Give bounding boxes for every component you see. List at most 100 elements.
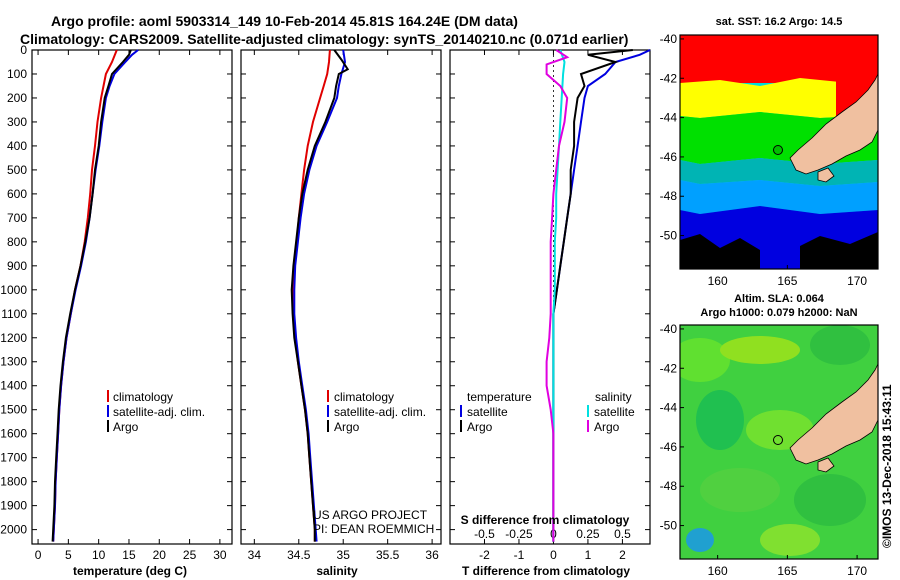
temperature-legend: climatology satellite-adj. clim. Argo [107, 390, 205, 434]
x-tick-label: 30 [213, 548, 227, 562]
depth-tick-label: 1500 [0, 403, 27, 417]
depth-tick-label: 500 [7, 163, 27, 177]
depth-axis: 0 100 200 300 400 500 600 700 800 900 1000 1100 1200… [0, 43, 650, 537]
sla-map [680, 325, 878, 559]
series-line [545, 49, 570, 542]
series-line [293, 49, 347, 542]
map-y-tick-label: -48 [660, 189, 678, 203]
sla-map-title-line1: Altim. SLA: 0.064 [734, 293, 825, 305]
x-tick-label: 25 [183, 548, 197, 562]
credit-line2: PI: DEAN ROEMMICH [313, 522, 434, 536]
depth-tick-label: 2000 [0, 523, 27, 537]
x-tick-label: 20 [153, 548, 167, 562]
sst-map-title: sat. SST: 16.2 Argo: 14.5 [716, 16, 843, 28]
sst-map [680, 35, 878, 269]
map-x-tick-label: 160 [708, 274, 728, 288]
map-y-tick-label: -44 [660, 401, 678, 415]
map-x-tick-label: 160 [708, 564, 728, 578]
depth-tick-label: 800 [7, 235, 27, 249]
x-tick-label: 15 [122, 548, 136, 562]
x-tick-label: 10 [92, 548, 106, 562]
map-y-tick-label: -42 [660, 71, 678, 85]
depth-tick-label: 1900 [0, 499, 27, 513]
credit-line1: US ARGO PROJECT [313, 508, 428, 522]
depth-tick-label: 1700 [0, 451, 27, 465]
difference-legend: temperature satellite Argo salinity sate… [460, 390, 635, 434]
depth-tick-label: 1100 [1, 307, 27, 321]
legend-temperature-heading: temperature [467, 390, 532, 404]
imos-credit: ©IMOS 13-Dec-2018 15:43:11 [880, 384, 894, 548]
x-tick-label: 0 [550, 548, 557, 562]
map-x-tick-label: 170 [847, 564, 867, 578]
s-diff-tick-label: -0.25 [505, 527, 533, 541]
series-line [52, 49, 118, 542]
s-diff-tick-label: 0.5 [614, 527, 631, 541]
map-y-tick-label: -46 [660, 440, 678, 454]
legend-climatology: climatology [113, 390, 173, 404]
depth-tick-label: 1600 [0, 427, 27, 441]
series-line [52, 49, 139, 542]
depth-tick-label: 1300 [0, 355, 27, 369]
temperature-axis-label: temperature (deg C) [73, 564, 187, 578]
depth-tick-label: 700 [7, 211, 27, 225]
salinity-legend: climatology satellite-adj. clim. Argo [327, 390, 426, 434]
depth-tick-label: 400 [7, 139, 27, 153]
s-diff-tick-label: -0.5 [474, 527, 495, 541]
legend-s-satellite: satellite [594, 405, 635, 419]
sla-map-axes: 160 165 170 -40 -42 -44 -46 -48 -50 [660, 322, 868, 578]
legend-argo: Argo [113, 420, 139, 434]
map-y-tick-label: -44 [660, 111, 678, 125]
legend-argo-2: Argo [334, 420, 360, 434]
legend-t-satellite: satellite [467, 405, 508, 419]
x-tick-label: 0 [35, 548, 42, 562]
x-tick-label: 34 [248, 548, 262, 562]
map-y-tick-label: -40 [660, 32, 678, 46]
x-tick-label: 5 [65, 548, 72, 562]
x-tick-label: 34.5 [287, 548, 311, 562]
temperature-panel [31, 49, 233, 545]
series-line [290, 49, 350, 542]
depth-tick-label: 600 [7, 187, 27, 201]
map-y-tick-label: -42 [660, 361, 678, 375]
legend-satellite-adj: satellite-adj. clim. [113, 405, 205, 419]
map-y-tick-label: -50 [660, 519, 678, 533]
x-tick-label: 2 [619, 548, 626, 562]
x-tick-label: 35.5 [376, 548, 400, 562]
sst-map-axes: 160 165 170 -40 -42 -44 -46 -48 -50 [660, 32, 868, 288]
depth-tick-label: 1200 [0, 331, 27, 345]
s-difference-axis-label: S difference from climatology [461, 513, 630, 527]
map-x-tick-label: 165 [777, 564, 797, 578]
series-line [552, 49, 566, 542]
series-line [552, 49, 633, 542]
x-tick-label: -2 [479, 548, 490, 562]
legend-climatology-2: climatology [334, 390, 394, 404]
depth-tick-label: 300 [7, 115, 27, 129]
legend-s-argo: Argo [594, 420, 620, 434]
x-tick-label: 35 [337, 548, 351, 562]
map-y-tick-label: -48 [660, 479, 678, 493]
depth-tick-label: 1800 [0, 475, 27, 489]
legend-satellite-adj-2: satellite-adj. clim. [334, 405, 426, 419]
depth-tick-label: 1000 [0, 283, 27, 297]
depth-tick-label: 200 [7, 91, 27, 105]
difference-profile-plot: -2 -1 0 1 2-0.5 -0.25 0 0.25 0.5 [474, 49, 651, 562]
sla-map-title-line2: Argo h1000: 0.079 h2000: NaN [700, 307, 857, 319]
depth-tick-label: 1400 [0, 379, 27, 393]
salinity-panel [240, 49, 442, 545]
salinity-axis-label: salinity [316, 564, 358, 578]
x-tick-label: 1 [585, 548, 592, 562]
legend-salinity-heading: salinity [595, 390, 632, 404]
map-y-tick-label: -50 [660, 229, 678, 243]
difference-panel [449, 49, 651, 545]
x-tick-label: -1 [514, 548, 525, 562]
legend-t-argo: Argo [467, 420, 493, 434]
map-x-tick-label: 165 [777, 274, 797, 288]
x-tick-label: 36 [425, 548, 439, 562]
title-line2: Climatology: CARS2009. Satellite-adjuste… [20, 31, 628, 47]
series-line [552, 49, 651, 542]
depth-tick-label: 100 [7, 67, 27, 81]
depth-tick-label: 0 [20, 43, 27, 57]
t-difference-axis-label: T difference from climatology [462, 564, 630, 578]
map-y-tick-label: -40 [660, 322, 678, 336]
